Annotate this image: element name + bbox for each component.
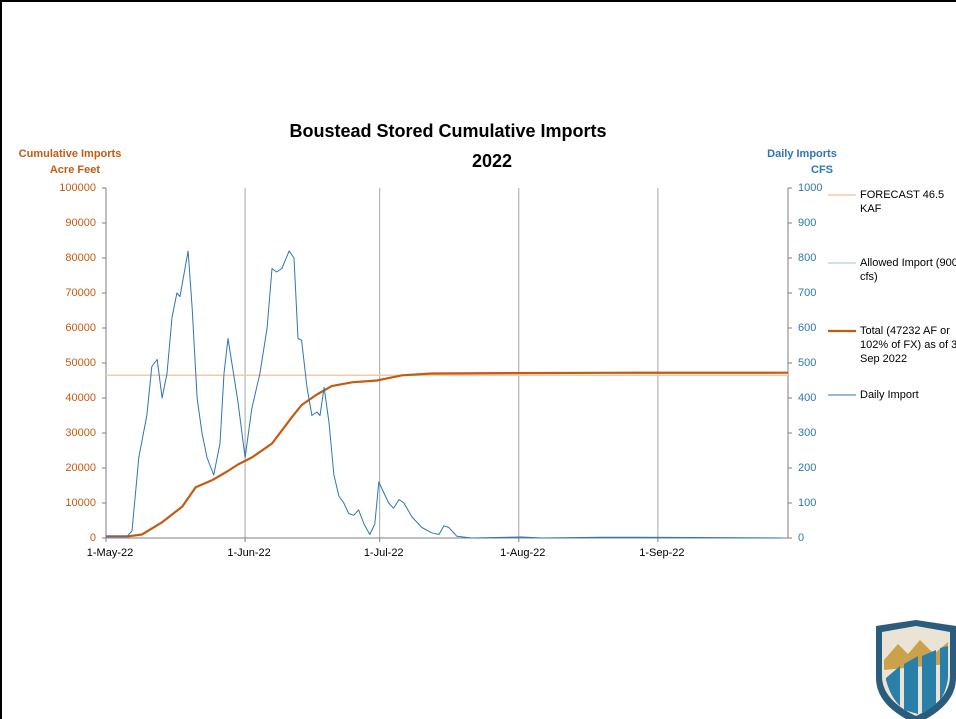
x-tick-label: 1-Jul-22 (364, 547, 404, 559)
chart-title: Boustead Stored Cumulative Imports (289, 121, 606, 141)
y-tick-label: 70000 (65, 287, 96, 299)
x-tick-label: 1-Aug-22 (500, 547, 545, 559)
x-tick-label: 1-Sep-22 (639, 547, 684, 559)
legend-label: Allowed Import (900 cfs) (860, 257, 956, 283)
y2-axis-title: Daily Imports (767, 148, 837, 160)
y-tick-label: 10000 (65, 497, 96, 509)
logo (876, 620, 956, 719)
x-tick-label: 1-Jun-22 (227, 547, 270, 559)
y2-tick-label: 400 (798, 392, 816, 404)
y2-tick-label: 200 (798, 462, 816, 474)
y2-tick-label: 900 (798, 217, 816, 229)
series-line (106, 250, 782, 539)
y2-tick-label: 1000 (798, 182, 822, 194)
y-axis-title: Acre Feet (50, 164, 100, 176)
y-tick-label: 0 (90, 532, 96, 544)
legend-label: Total (47232 AF or 102% of FX) as of 30 … (860, 325, 956, 365)
y2-tick-label: 100 (798, 497, 816, 509)
y-tick-label: 50000 (65, 357, 96, 369)
y2-tick-label: 800 (798, 252, 816, 264)
legend-label: Daily Import (860, 389, 919, 401)
y2-tick-label: 500 (798, 357, 816, 369)
y-tick-label: 40000 (65, 392, 96, 404)
y2-tick-label: 0 (798, 532, 804, 544)
y-tick-label: 30000 (65, 427, 96, 439)
y2-tick-label: 700 (798, 287, 816, 299)
y2-tick-label: 300 (798, 427, 816, 439)
x-tick-label: 1-May-22 (87, 547, 133, 559)
y2-axis-title: CFS (811, 164, 833, 176)
y-tick-label: 80000 (65, 252, 96, 264)
y-tick-label: 60000 (65, 322, 96, 334)
chart-title: 2022 (472, 151, 512, 171)
series-line (106, 371, 789, 538)
y-axis-title: Cumulative Imports (19, 148, 122, 160)
y-tick-label: 20000 (65, 462, 96, 474)
legend-label: FORECAST 46.5 KAF (860, 189, 945, 215)
y-tick-label: 100000 (59, 182, 96, 194)
y-tick-label: 90000 (65, 217, 96, 229)
y2-tick-label: 600 (798, 322, 816, 334)
